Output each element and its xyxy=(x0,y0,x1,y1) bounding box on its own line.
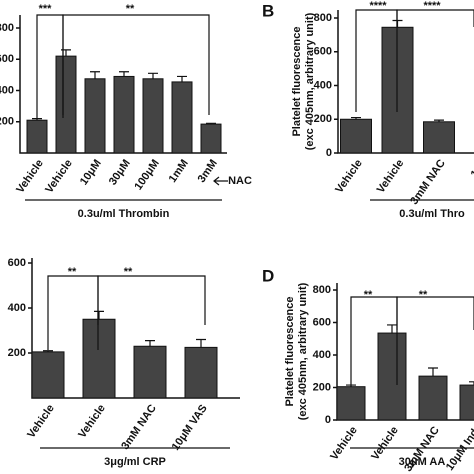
annotation: **** xyxy=(369,0,387,12)
error-bar xyxy=(387,324,397,334)
x-tick-label: 10μM VAS xyxy=(170,403,210,453)
y-tick-label: 400 xyxy=(314,79,332,91)
error-bar xyxy=(90,71,100,79)
panel-label: B xyxy=(262,1,274,20)
bar xyxy=(55,55,77,154)
x-tick-label: Vehicle xyxy=(43,158,75,196)
bar xyxy=(459,384,474,421)
y-tick-label: 600 xyxy=(8,257,26,269)
bracket xyxy=(396,9,474,27)
annotation: **** xyxy=(423,0,441,12)
x-tick-label: 100μM xyxy=(132,158,161,193)
bracket xyxy=(355,9,398,112)
bar xyxy=(113,75,135,154)
error-bar xyxy=(148,72,158,79)
annotation: ** xyxy=(124,266,133,278)
bracket xyxy=(62,14,210,115)
y-axis-label: (exc 405nm, arbitrary unit) xyxy=(304,12,316,150)
error-bar xyxy=(119,71,129,77)
y-tick-label: 600 xyxy=(0,53,14,65)
y-tick-label: 400 xyxy=(313,349,331,361)
y-axis-label: Platelet fluorescence xyxy=(284,296,296,406)
bar xyxy=(200,123,222,154)
arrow xyxy=(213,176,228,186)
bar xyxy=(142,78,164,154)
bar xyxy=(184,346,218,399)
bar xyxy=(336,386,366,421)
error-bar xyxy=(94,310,104,320)
annotation: ** xyxy=(364,289,373,301)
x-tick-label: Vehicle xyxy=(333,158,365,196)
y-tick-label: 600 xyxy=(314,46,332,58)
annotation: NAC xyxy=(228,175,252,187)
annotation: *** xyxy=(39,3,53,15)
x-tick-label: Vehicle xyxy=(76,403,108,441)
y-tick-label: 800 xyxy=(0,22,14,34)
bar xyxy=(171,81,193,154)
x-tick-label: 3mM NAC xyxy=(119,402,159,451)
y-axis-label: Platelet fluorescence xyxy=(291,26,303,136)
y-tick-label: 400 xyxy=(8,302,26,314)
x-tick-label: Vehicle xyxy=(369,425,401,463)
x-tick-label: 10μ xyxy=(469,158,474,180)
x-tick-label: 30μM xyxy=(107,158,133,188)
y-tick-label: 200 xyxy=(313,381,331,393)
x-tick-label: Vehicle xyxy=(25,403,57,441)
group-label: 3μg/ml CRP xyxy=(104,456,166,468)
error-bar xyxy=(177,75,187,82)
error-bar xyxy=(434,119,444,122)
y-tick-label: 200 xyxy=(8,347,26,359)
bar xyxy=(133,345,167,399)
bracket xyxy=(396,296,474,330)
y-axis-label: (exc 405nm, arbitrary unit) xyxy=(297,282,309,420)
y-tick-label: 400 xyxy=(0,84,14,96)
bar xyxy=(26,119,48,154)
annotation: ** xyxy=(126,3,135,15)
panel-label: D xyxy=(262,266,274,285)
group-label: 0.3u/ml Thro xyxy=(399,208,465,220)
y-tick-label: 0 xyxy=(326,147,332,159)
x-tick-label: Vehicle xyxy=(328,425,360,463)
group-label: 30μM AA xyxy=(399,456,446,468)
y-tick-label: 200 xyxy=(314,113,332,125)
bar xyxy=(418,375,448,421)
bracket xyxy=(97,275,206,325)
error-bar xyxy=(43,350,53,352)
error-bar xyxy=(469,381,474,386)
y-tick-label: 600 xyxy=(313,316,331,328)
x-tick-label: 10μM Ind. xyxy=(444,425,474,473)
y-tick-label: 0 xyxy=(325,414,331,426)
bar xyxy=(377,332,407,421)
error-bar xyxy=(206,122,216,125)
error-bar xyxy=(196,338,206,348)
bar xyxy=(82,318,116,399)
x-tick-label: Vehicle xyxy=(14,158,46,196)
bar xyxy=(423,121,455,154)
bar xyxy=(340,118,372,154)
error-bar xyxy=(145,340,155,347)
y-tick-label: 200 xyxy=(0,116,14,128)
error-bar xyxy=(346,384,356,387)
group-label: 0.3u/ml Thrombin xyxy=(78,208,170,220)
bar xyxy=(84,78,106,154)
x-tick-label: 1mM xyxy=(167,158,191,185)
bracket xyxy=(350,296,398,385)
error-bar xyxy=(351,116,361,120)
y-tick-label: 800 xyxy=(314,12,332,24)
error-bar xyxy=(32,118,42,121)
bar xyxy=(31,351,65,399)
annotation: ** xyxy=(68,266,77,278)
y-tick-label: 800 xyxy=(313,284,331,296)
x-tick-label: Vehicle xyxy=(375,158,407,196)
annotation: ** xyxy=(419,289,428,301)
x-tick-label: 10μM xyxy=(78,158,104,188)
error-bar xyxy=(428,367,438,377)
